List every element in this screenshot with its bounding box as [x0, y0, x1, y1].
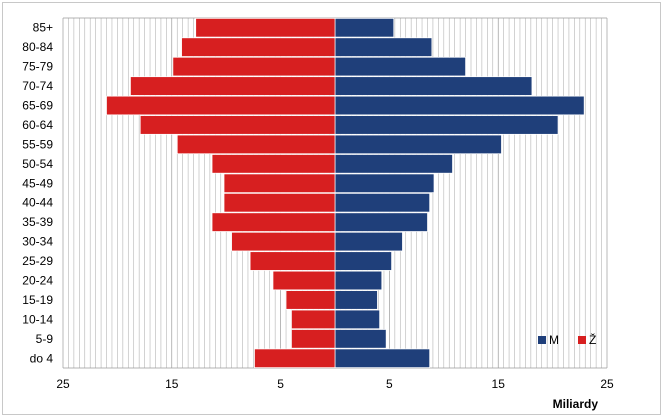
bar-male-60-64	[334, 115, 559, 135]
bar-female-85+	[195, 18, 336, 38]
legend-label-z: Ž	[589, 332, 596, 347]
bar-male-55-59	[334, 134, 502, 155]
y-tick-label: 70-74	[22, 79, 53, 93]
bar-male-5-9	[334, 329, 387, 349]
y-tick-label: 60-64	[22, 118, 53, 132]
bar-male-do 4	[334, 348, 431, 368]
bar-male-30-34	[334, 231, 403, 252]
bar-male-25-29	[334, 251, 392, 271]
bar-female-50-54	[211, 154, 336, 174]
y-tick-label: 50-54	[22, 157, 53, 171]
bar-female-70-74	[130, 76, 336, 96]
bar-male-20-24	[334, 270, 383, 291]
y-tick-label: 55-59	[22, 137, 53, 151]
y-tick-label: 5-9	[36, 332, 54, 346]
bar-female-20-24	[272, 270, 336, 291]
bar-male-80-84	[334, 37, 433, 57]
legend-swatch-m	[538, 336, 546, 344]
legend-label-m: M	[549, 333, 559, 347]
bar-male-35-39	[334, 212, 428, 232]
y-tick-label: do 4	[30, 351, 54, 365]
x-tick-label: 15	[492, 377, 506, 391]
y-tick-label: 30-34	[22, 235, 53, 249]
bar-male-75-79	[334, 56, 466, 77]
y-axis-tick-labels: do 4 5-9 10-14 15-19 20-24 25-29 30-34 35-39 40-…	[22, 21, 53, 366]
bar-male-70-74	[334, 76, 533, 96]
bar-female-5-9	[291, 329, 336, 349]
bar-female-75-79	[172, 56, 336, 77]
x-tick-label: 15	[165, 377, 179, 391]
x-tick-label: 25	[56, 377, 70, 391]
bar-male-45-49	[334, 173, 435, 193]
bar-female-40-44	[223, 193, 336, 213]
x-axis-tick-labels: 25 15 5 5 15 25	[56, 377, 614, 391]
bar-male-65-69	[334, 95, 585, 116]
y-tick-label: 75-79	[22, 60, 53, 74]
x-tick-label: 5	[277, 377, 284, 391]
bar-male-10-14	[334, 309, 380, 330]
bar-male-15-19	[334, 290, 378, 310]
bar-female-25-29	[249, 251, 336, 271]
y-tick-label: 25-29	[22, 254, 53, 268]
y-tick-label: 65-69	[22, 99, 53, 113]
y-tick-label: 15-19	[22, 293, 53, 307]
bar-female-80-84	[181, 37, 336, 57]
y-tick-label: 45-49	[22, 176, 53, 190]
bar-male-85+	[334, 18, 395, 38]
x-tick-label: 5	[386, 377, 393, 391]
bar-female-45-49	[223, 173, 336, 193]
x-tick-label: 25	[600, 377, 614, 391]
bar-male-50-54	[334, 154, 453, 174]
x-axis-title: Miliardy	[553, 397, 599, 411]
y-tick-label: 10-14	[22, 312, 53, 326]
bar-female-35-39	[211, 212, 336, 232]
y-tick-label: 40-44	[22, 196, 53, 210]
bars	[106, 18, 585, 368]
bar-female-65-69	[106, 95, 336, 116]
y-tick-label: 35-39	[22, 215, 53, 229]
bar-female-60-64	[139, 115, 336, 135]
bar-female-30-34	[231, 231, 336, 252]
bar-female-do 4	[254, 348, 336, 368]
y-tick-label: 20-24	[22, 274, 53, 288]
bar-female-10-14	[291, 309, 336, 330]
y-tick-label: 80-84	[22, 40, 53, 54]
bar-female-55-59	[176, 134, 336, 155]
y-tick-label: 85+	[33, 21, 53, 35]
bar-female-15-19	[285, 290, 336, 310]
gridlines	[62, 17, 608, 369]
legend-swatch-z	[578, 336, 586, 344]
bar-male-40-44	[334, 193, 431, 213]
